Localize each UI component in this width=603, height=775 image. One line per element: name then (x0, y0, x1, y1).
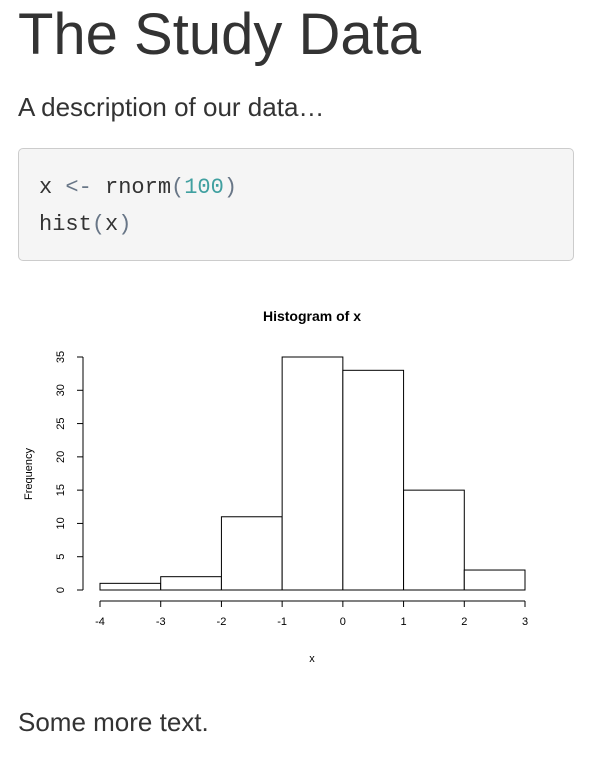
histogram-bars (99, 356, 526, 591)
x-tick-label: 3 (522, 616, 528, 628)
code-paren-close: ) (118, 212, 132, 237)
histogram-bar (160, 576, 222, 591)
y-tick-label: 25 (55, 417, 67, 429)
x-axis: -4 -3 -2 -1 0 1 2 3 (95, 600, 528, 628)
code-paren-open: ( (171, 175, 185, 200)
histogram-bar (281, 356, 344, 591)
x-tick-label: -2 (217, 616, 227, 628)
x-tick-label: 0 (340, 616, 346, 628)
y-tick-label: 10 (55, 517, 67, 529)
x-tick-label: 2 (461, 616, 467, 628)
histogram-bar (342, 369, 405, 591)
histogram-bar (403, 489, 465, 591)
code-paren-open: ( (91, 212, 106, 237)
code-assign-operator: <- (65, 175, 92, 200)
y-axis-label: Frequency (23, 448, 35, 500)
outro-paragraph: Some more text. (18, 707, 209, 737)
code-function: hist (39, 212, 92, 237)
y-tick-label: 30 (55, 384, 67, 396)
histogram-plot: Histogram of x -4 -3 -2 -1 0 1 2 3 0 5 10 15 20 25 30… (23, 308, 528, 665)
code-argument: x (105, 212, 119, 237)
histogram-bar (220, 516, 283, 591)
x-tick-label: -4 (95, 616, 105, 628)
histogram-bar (463, 569, 526, 591)
y-axis: 0 5 10 15 20 25 30 35 (55, 351, 84, 593)
code-line-2: hist(x) (39, 206, 553, 243)
y-tick-label: 0 (55, 587, 67, 593)
y-tick-label: 5 (55, 554, 67, 560)
y-tick-label: 35 (55, 351, 67, 363)
code-number: 100 (184, 175, 224, 200)
x-tick-label: 1 (401, 616, 407, 628)
intro-paragraph: A description of our data… (18, 92, 325, 122)
code-paren-close: ) (223, 175, 238, 200)
y-tick-label: 15 (55, 484, 67, 496)
histogram-bar (99, 582, 162, 591)
chart-title: Histogram of x (263, 308, 361, 324)
x-axis-label: x (309, 653, 315, 665)
code-line-1: x <- rnorm(100) (39, 169, 553, 206)
x-tick-label: -1 (277, 616, 287, 628)
code-variable: x (39, 175, 53, 200)
x-tick-label: -3 (156, 616, 166, 628)
code-block: x <- rnorm(100) hist(x) (18, 148, 574, 261)
page-title: The Study Data (18, 2, 421, 67)
y-tick-label: 20 (55, 451, 67, 463)
code-function: rnorm (105, 175, 172, 200)
